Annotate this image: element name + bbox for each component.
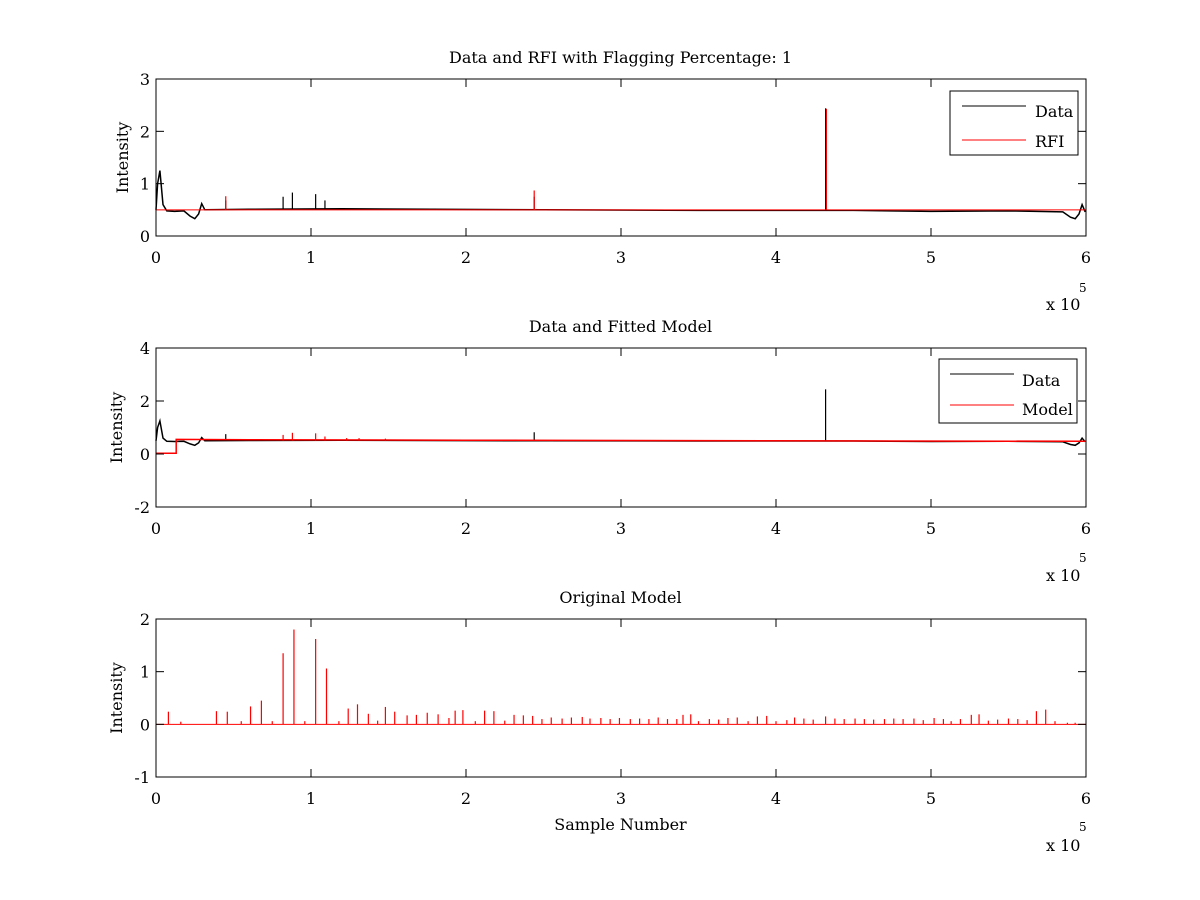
legend: Data RFI bbox=[949, 90, 1079, 156]
series-line-model bbox=[156, 438, 1087, 454]
x-tick-label: 1 bbox=[306, 248, 316, 267]
chart-title: Data and RFI with Flagging Percentage: 1 bbox=[449, 48, 792, 67]
x-tick-label: 6 bbox=[1081, 519, 1091, 538]
y-tick-label: -2 bbox=[134, 498, 150, 517]
x-tick-label: 0 bbox=[151, 789, 161, 808]
legend-label-model: Model bbox=[1022, 400, 1073, 419]
x-tick-label: 6 bbox=[1081, 248, 1091, 267]
y-tick-label: 3 bbox=[140, 70, 150, 89]
x-tick-label: 4 bbox=[771, 519, 781, 538]
x-axis-ticks: 0 1 2 3 4 5 6 bbox=[151, 348, 1091, 538]
x-tick-label: 3 bbox=[616, 789, 626, 808]
series-line-data bbox=[155, 417, 1086, 447]
y-tick-label: 0 bbox=[140, 227, 150, 246]
plot-area bbox=[155, 108, 1086, 220]
y-axis-ticks: 0 1 2 3 bbox=[140, 70, 1086, 246]
plot-area bbox=[156, 629, 1086, 725]
legend-label-data: Data bbox=[1022, 371, 1061, 390]
x-tick-label: 3 bbox=[616, 248, 626, 267]
x-exponent-power: 5 bbox=[1079, 551, 1087, 565]
x-exponent-power: 5 bbox=[1079, 281, 1087, 295]
x-tick-label: 5 bbox=[926, 789, 936, 808]
x-tick-label: 2 bbox=[461, 519, 471, 538]
x-tick-label: 0 bbox=[151, 248, 161, 267]
x-tick-label: 4 bbox=[771, 248, 781, 267]
y-axis-label: Intensity bbox=[107, 392, 126, 464]
chart-title: Original Model bbox=[559, 588, 681, 607]
x-tick-label: 4 bbox=[771, 789, 781, 808]
x-tick-label: 3 bbox=[616, 519, 626, 538]
x-tick-label: 1 bbox=[306, 519, 316, 538]
y-axis-ticks: -2 0 2 4 bbox=[134, 339, 1086, 517]
y-axis-label: Intensity bbox=[107, 662, 126, 734]
legend-label-data: Data bbox=[1035, 102, 1074, 121]
y-axis-ticks: -1 0 1 2 bbox=[134, 610, 1086, 787]
legend-box bbox=[938, 358, 1078, 424]
y-tick-label: 2 bbox=[140, 122, 150, 141]
y-tick-label: -1 bbox=[134, 768, 150, 787]
x-tick-label: 1 bbox=[306, 789, 316, 808]
series-line-data bbox=[155, 170, 1086, 220]
chart-title: Data and Fitted Model bbox=[529, 317, 712, 336]
legend-box bbox=[949, 90, 1079, 156]
x-exponent-base: x 10 bbox=[1046, 836, 1080, 855]
x-tick-label: 5 bbox=[926, 248, 936, 267]
y-tick-label: 4 bbox=[140, 339, 150, 358]
x-exponent-label: x 10 bbox=[1046, 836, 1080, 855]
x-tick-label: 5 bbox=[926, 519, 936, 538]
legend: Data Model bbox=[938, 358, 1078, 424]
plot-area bbox=[155, 389, 1087, 454]
x-exponent-label: x 10 bbox=[1046, 566, 1080, 585]
x-tick-label: 2 bbox=[461, 789, 471, 808]
x-exponent-power: 5 bbox=[1079, 820, 1087, 834]
y-tick-label: 0 bbox=[140, 445, 150, 464]
x-tick-label: 6 bbox=[1081, 789, 1091, 808]
x-axis-label: Sample Number bbox=[554, 815, 687, 834]
y-tick-label: 2 bbox=[140, 392, 150, 411]
y-tick-label: 1 bbox=[140, 175, 150, 194]
x-axis-ticks: 0 1 2 3 4 5 6 bbox=[151, 619, 1091, 808]
x-tick-label: 2 bbox=[461, 248, 471, 267]
panel-data-and-rfi: Data and RFI with Flagging Percentage: 1… bbox=[113, 48, 1091, 314]
x-axis-ticks: 0 1 2 3 4 5 6 bbox=[151, 79, 1091, 267]
y-axis-label: Intensity bbox=[113, 122, 132, 194]
y-tick-label: 2 bbox=[140, 610, 150, 629]
legend-label-rfi: RFI bbox=[1035, 132, 1064, 151]
x-exponent-label: x 10 bbox=[1046, 295, 1080, 314]
x-exponent-base: x 10 bbox=[1046, 566, 1080, 585]
y-tick-label: 1 bbox=[140, 663, 150, 682]
x-exponent-base: x 10 bbox=[1046, 295, 1080, 314]
x-tick-label: 0 bbox=[151, 519, 161, 538]
y-tick-label: 0 bbox=[140, 715, 150, 734]
